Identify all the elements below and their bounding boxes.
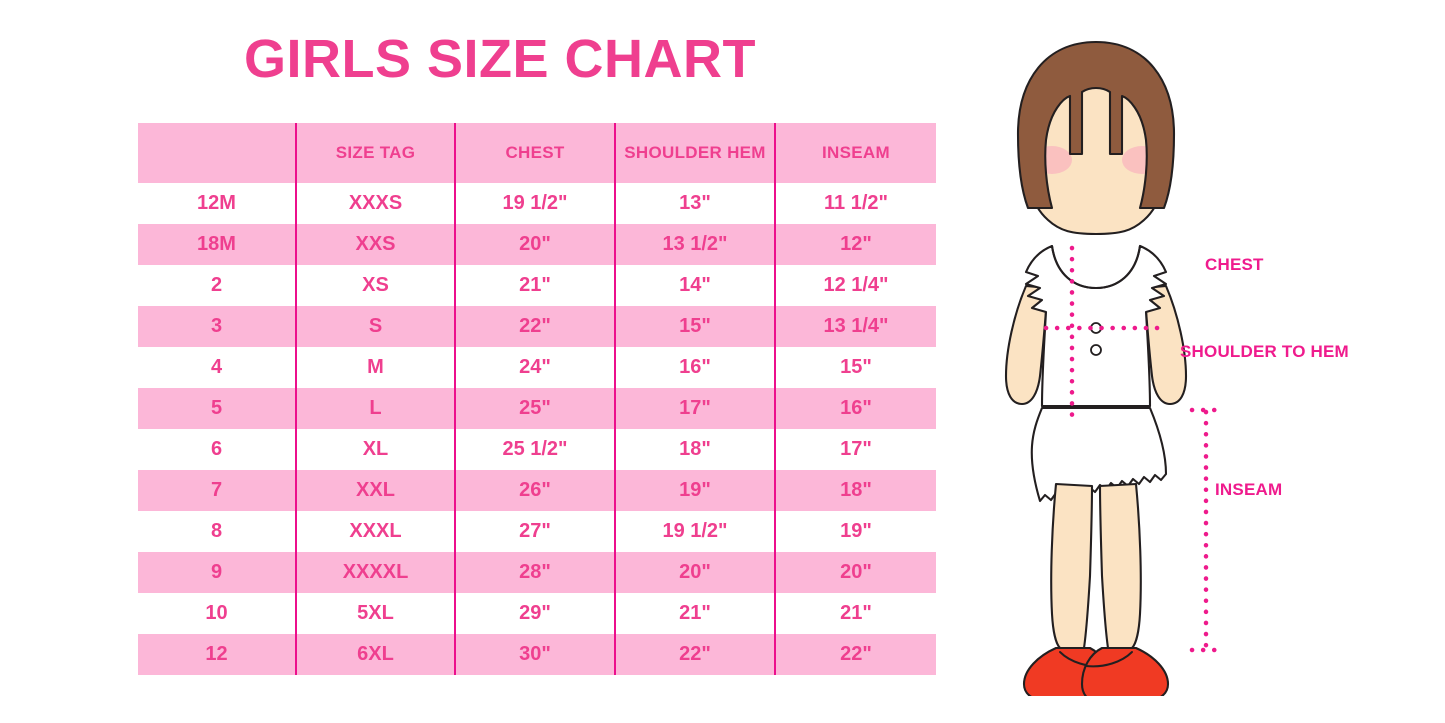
- cell-size: 7: [138, 470, 296, 511]
- cell-size-tag: XXS: [295, 224, 455, 265]
- cell-size-tag: 5XL: [295, 593, 455, 634]
- cell-chest: 25": [454, 388, 615, 429]
- cell-shoulder-hem: 18": [614, 429, 775, 470]
- cell-chest: 29": [454, 593, 615, 634]
- cell-size-tag: XXL: [295, 470, 455, 511]
- cell-inseam: 11 1/2": [774, 183, 936, 224]
- cell-size: 12M: [138, 183, 296, 224]
- cell-inseam: 17": [774, 429, 936, 470]
- column-header-size-tag: SIZE TAG: [295, 123, 455, 183]
- cell-shoulder-hem: 14": [614, 265, 775, 306]
- cell-shoulder-hem: 20": [614, 552, 775, 593]
- cell-chest: 24": [454, 347, 615, 388]
- cell-inseam: 19": [774, 511, 936, 552]
- cell-size: 12: [138, 634, 296, 675]
- cell-chest: 22": [454, 306, 615, 347]
- cell-inseam: 15": [774, 347, 936, 388]
- table-row: 10 5XL 29" 21" 21": [138, 593, 936, 634]
- size-chart-table-container: SIZE TAG CHEST SHOULDER HEM INSEAM 12M X…: [138, 123, 936, 675]
- table-row: 18M XXS 20" 13 1/2" 12": [138, 224, 936, 265]
- cell-size: 4: [138, 347, 296, 388]
- table-row: 7 XXL 26" 19" 18": [138, 470, 936, 511]
- table-row: 6 XL 25 1/2" 18" 17": [138, 429, 936, 470]
- cell-shoulder-hem: 15": [614, 306, 775, 347]
- cell-inseam: 12 1/4": [774, 265, 936, 306]
- table-row: 12M XXXS 19 1/2" 13" 11 1/2": [138, 183, 936, 224]
- measurement-label-chest: CHEST: [1205, 255, 1264, 274]
- cell-size: 6: [138, 429, 296, 470]
- cell-size: 9: [138, 552, 296, 593]
- cell-size-tag: XS: [295, 265, 455, 306]
- column-header-size: [138, 123, 296, 183]
- cell-chest: 30": [454, 634, 615, 675]
- column-header-chest: CHEST: [454, 123, 615, 183]
- cell-size-tag: XXXL: [295, 511, 455, 552]
- cell-chest: 26": [454, 470, 615, 511]
- cell-shoulder-hem: 19": [614, 470, 775, 511]
- cell-shoulder-hem: 16": [614, 347, 775, 388]
- cell-inseam: 21": [774, 593, 936, 634]
- measurement-label-inseam: INSEAM: [1215, 480, 1283, 499]
- cell-size: 5: [138, 388, 296, 429]
- cell-size-tag: XXXXL: [295, 552, 455, 593]
- cell-size: 18M: [138, 224, 296, 265]
- cell-inseam: 20": [774, 552, 936, 593]
- cell-size: 3: [138, 306, 296, 347]
- cell-shoulder-hem: 22": [614, 634, 775, 675]
- girl-figure-illustration: [960, 36, 1445, 696]
- cell-size: 10: [138, 593, 296, 634]
- page-title: GIRLS SIZE CHART: [243, 29, 756, 89]
- table-row: 12 6XL 30" 22" 22": [138, 634, 936, 675]
- table-row: 8 XXXL 27" 19 1/2" 19": [138, 511, 936, 552]
- cell-size-tag: S: [295, 306, 455, 347]
- cell-chest: 28": [454, 552, 615, 593]
- cell-size-tag: XL: [295, 429, 455, 470]
- cell-inseam: 18": [774, 470, 936, 511]
- table-header-row: SIZE TAG CHEST SHOULDER HEM INSEAM: [138, 123, 936, 183]
- cell-size: 8: [138, 511, 296, 552]
- measurement-label-shoulder-to-hem: SHOULDER TO HEM: [1180, 342, 1349, 361]
- cell-shoulder-hem: 17": [614, 388, 775, 429]
- cell-shoulder-hem: 19 1/2": [614, 511, 775, 552]
- cell-size-tag: 6XL: [295, 634, 455, 675]
- cell-chest: 19 1/2": [454, 183, 615, 224]
- table-row: 3 S 22" 15" 13 1/4": [138, 306, 936, 347]
- table-row: 9 XXXXL 28" 20" 20": [138, 552, 936, 593]
- column-header-inseam: INSEAM: [774, 123, 936, 183]
- cell-chest: 25 1/2": [454, 429, 615, 470]
- cell-chest: 20": [454, 224, 615, 265]
- cell-chest: 27": [454, 511, 615, 552]
- cell-size: 2: [138, 265, 296, 306]
- cell-size-tag: M: [295, 347, 455, 388]
- cell-chest: 21": [454, 265, 615, 306]
- cell-shoulder-hem: 13 1/2": [614, 224, 775, 265]
- cell-size-tag: L: [295, 388, 455, 429]
- size-chart-table: SIZE TAG CHEST SHOULDER HEM INSEAM 12M X…: [138, 123, 936, 675]
- table-row: 4 M 24" 16" 15": [138, 347, 936, 388]
- table-row: 2 XS 21" 14" 12 1/4": [138, 265, 936, 306]
- column-header-shoulder-hem: SHOULDER HEM: [614, 123, 775, 183]
- cell-inseam: 12": [774, 224, 936, 265]
- cell-shoulder-hem: 13": [614, 183, 775, 224]
- cell-shoulder-hem: 21": [614, 593, 775, 634]
- cell-inseam: 22": [774, 634, 936, 675]
- table-row: 5 L 25" 17" 16": [138, 388, 936, 429]
- cell-size-tag: XXXS: [295, 183, 455, 224]
- cell-inseam: 16": [774, 388, 936, 429]
- cell-inseam: 13 1/4": [774, 306, 936, 347]
